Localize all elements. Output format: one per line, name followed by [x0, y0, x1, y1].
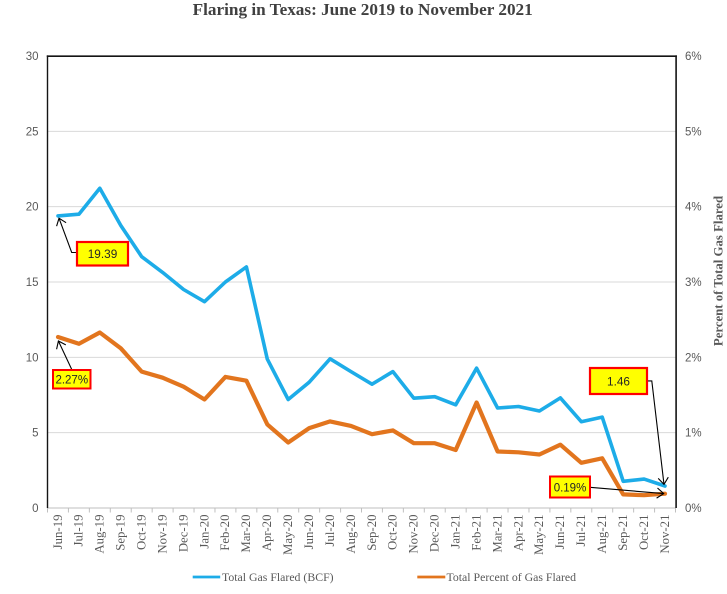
- svg-text:10: 10: [26, 352, 39, 364]
- svg-text:Feb-21: Feb-21: [469, 515, 483, 551]
- svg-text:Total Percent of Gas Flared: Total Percent of Gas Flared: [447, 570, 577, 584]
- svg-text:5%: 5%: [685, 126, 702, 138]
- svg-text:Sep-20: Sep-20: [365, 515, 379, 551]
- svg-text:1%: 1%: [685, 428, 702, 440]
- svg-text:Mar-21: Mar-21: [490, 515, 504, 553]
- svg-text:4%: 4%: [685, 202, 702, 214]
- svg-text:Dec-20: Dec-20: [428, 515, 442, 553]
- svg-text:0.19%: 0.19%: [554, 483, 587, 495]
- svg-text:Oct-19: Oct-19: [135, 515, 149, 551]
- svg-text:Total Gas Flared (BCF): Total Gas Flared (BCF): [222, 570, 334, 584]
- svg-text:Oct-20: Oct-20: [386, 515, 400, 551]
- svg-text:20: 20: [26, 202, 39, 214]
- svg-text:Nov-20: Nov-20: [407, 515, 421, 554]
- svg-text:May-21: May-21: [532, 515, 546, 556]
- svg-text:Jan-21: Jan-21: [449, 515, 463, 549]
- svg-text:Apr-20: Apr-20: [260, 515, 274, 552]
- svg-text:1.46: 1.46: [607, 375, 630, 389]
- svg-text:30: 30: [26, 51, 39, 63]
- svg-text:Mar-20: Mar-20: [239, 515, 253, 553]
- svg-text:Flaring in Texas: June 2019 to: Flaring in Texas: June 2019 to November …: [193, 0, 533, 19]
- svg-text:Sep-21: Sep-21: [616, 515, 630, 551]
- svg-text:3%: 3%: [685, 277, 702, 289]
- svg-text:Dec-19: Dec-19: [176, 515, 190, 553]
- svg-text:Jul-19: Jul-19: [72, 515, 86, 547]
- svg-text:2.27%: 2.27%: [55, 375, 88, 387]
- svg-text:Percent of Total Gas Flared: Percent of Total Gas Flared: [712, 196, 726, 346]
- svg-text:Jan-20: Jan-20: [197, 515, 211, 549]
- svg-text:0: 0: [32, 503, 38, 515]
- svg-text:May-20: May-20: [281, 515, 295, 556]
- svg-text:Aug-20: Aug-20: [344, 515, 358, 554]
- svg-text:Jun-21: Jun-21: [553, 515, 567, 550]
- svg-text:2%: 2%: [685, 352, 702, 364]
- svg-text:Jul-20: Jul-20: [323, 515, 337, 547]
- svg-text:25: 25: [26, 126, 39, 138]
- svg-text:Apr-21: Apr-21: [511, 515, 525, 552]
- svg-text:Feb-20: Feb-20: [218, 515, 232, 551]
- svg-text:19.39: 19.39: [88, 247, 118, 261]
- svg-text:Jun-19: Jun-19: [51, 515, 65, 550]
- svg-text:6%: 6%: [685, 51, 702, 63]
- svg-text:Aug-21: Aug-21: [595, 515, 609, 554]
- svg-text:Nov-21: Nov-21: [658, 515, 672, 554]
- svg-text:5: 5: [32, 428, 38, 440]
- svg-text:15: 15: [26, 277, 39, 289]
- svg-text:Nov-19: Nov-19: [155, 515, 169, 554]
- svg-text:Oct-21: Oct-21: [637, 515, 651, 551]
- svg-text:Jun-20: Jun-20: [302, 515, 316, 550]
- svg-text:Aug-19: Aug-19: [93, 515, 107, 554]
- svg-text:Jul-21: Jul-21: [574, 515, 588, 547]
- svg-text:Sep-19: Sep-19: [114, 515, 128, 551]
- svg-text:0%: 0%: [685, 503, 702, 515]
